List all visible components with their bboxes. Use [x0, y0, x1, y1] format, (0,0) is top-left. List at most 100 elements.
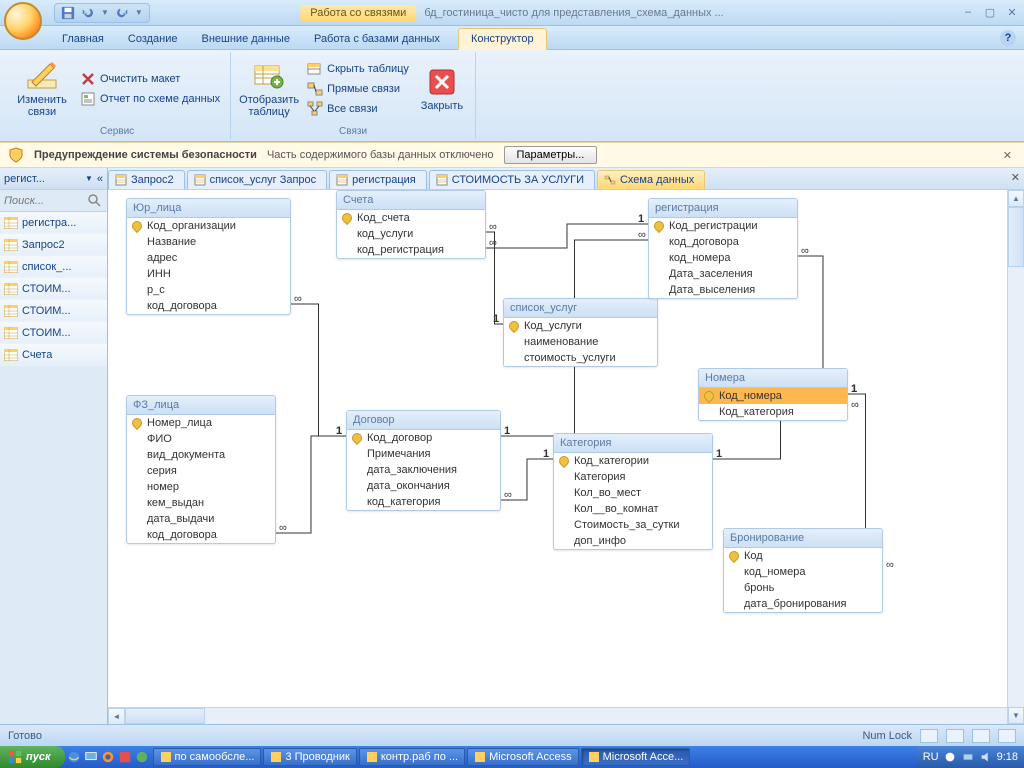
nav-item[interactable]: список_... — [0, 256, 107, 278]
table-field[interactable]: код_категория — [347, 494, 500, 510]
document-tab[interactable]: Запрос2 — [108, 170, 185, 189]
table-field[interactable]: дата_бронирования — [724, 596, 882, 612]
table-field[interactable]: дата_выдачи — [127, 511, 275, 527]
table-field[interactable]: Название — [127, 234, 290, 250]
table-field[interactable]: Кол_во_мест — [554, 485, 712, 501]
db-table[interactable]: список_услугКод_услугинаименованиестоимо… — [503, 298, 658, 367]
table-field[interactable]: Стоимость_за_сутки — [554, 517, 712, 533]
table-field[interactable]: наименование — [504, 334, 657, 350]
taskbar-button[interactable]: Microsoft Access — [467, 748, 579, 766]
table-field[interactable]: Код_категория — [699, 404, 847, 420]
nav-item[interactable]: СТОИМ... — [0, 322, 107, 344]
view-icon-3[interactable] — [972, 729, 990, 743]
language-indicator[interactable]: RU — [923, 751, 939, 763]
show-table-button[interactable]: Отобразить таблицу — [239, 54, 299, 124]
view-icon-1[interactable] — [920, 729, 938, 743]
document-tab[interactable]: регистрация — [329, 170, 427, 189]
nav-item[interactable]: регистра... — [0, 212, 107, 234]
taskbar-button[interactable]: контр.раб по ... — [359, 748, 465, 766]
nav-item[interactable]: СТОИМ... — [0, 278, 107, 300]
app-icon-2[interactable] — [135, 750, 149, 764]
clear-layout-button[interactable]: Очистить макет — [78, 70, 222, 88]
table-header[interactable]: Юр_лица — [127, 199, 290, 218]
table-field[interactable]: код_договора — [127, 298, 290, 314]
tab-design[interactable]: Конструктор — [458, 28, 547, 50]
table-field[interactable]: ФИО — [127, 431, 275, 447]
table-field[interactable]: Код_договор — [347, 430, 500, 446]
taskbar-button[interactable]: 3 Проводник — [263, 748, 356, 766]
table-field[interactable]: дата_окончания — [347, 478, 500, 494]
volume-icon[interactable] — [979, 750, 993, 764]
table-field[interactable]: кем_выдан — [127, 495, 275, 511]
search-icon[interactable] — [87, 193, 103, 209]
table-field[interactable]: стоимость_услуги — [504, 350, 657, 366]
edit-relationships-button[interactable]: Изменить связи — [12, 54, 72, 124]
table-field[interactable]: Примечания — [347, 446, 500, 462]
table-header[interactable]: регистрация — [649, 199, 797, 218]
db-table[interactable]: Юр_лицаКод_организацииНазваниеадресИННр_… — [126, 198, 291, 315]
office-button[interactable] — [4, 2, 42, 40]
close-icon[interactable]: ✕ — [1004, 6, 1020, 19]
table-field[interactable]: адрес — [127, 250, 290, 266]
security-options-button[interactable]: Параметры... — [504, 146, 598, 164]
db-table[interactable]: БронированиеКодкод_номераброньдата_брони… — [723, 528, 883, 613]
table-field[interactable]: код_номера — [649, 250, 797, 266]
table-field[interactable]: Номер_лица — [127, 415, 275, 431]
qat-dropdown-icon[interactable]: ▼ — [101, 8, 109, 17]
table-field[interactable]: Код_организации — [127, 218, 290, 234]
taskbar-button[interactable]: по самообсле... — [153, 748, 262, 766]
table-field[interactable]: код_услуги — [337, 226, 485, 242]
firefox-icon[interactable] — [101, 750, 115, 764]
relationships-canvas[interactable]: ∞1∞1∞1∞1∞1∞1∞1∞1∞1 Юр_лицаКод_организаци… — [108, 190, 1024, 724]
search-input[interactable] — [4, 195, 87, 207]
relationship-report-button[interactable]: Отчет по схеме данных — [78, 90, 222, 108]
redo-icon[interactable] — [115, 6, 129, 20]
save-icon[interactable] — [61, 6, 75, 20]
undo-icon[interactable] — [81, 6, 95, 20]
table-field[interactable]: Код_регистрации — [649, 218, 797, 234]
security-close-icon[interactable]: ✕ — [999, 149, 1016, 162]
tray-icon-2[interactable] — [961, 750, 975, 764]
document-tab[interactable]: Схема данных — [597, 170, 705, 189]
close-button[interactable]: Закрыть — [417, 54, 467, 124]
table-field[interactable]: Код_категории — [554, 453, 712, 469]
document-tab[interactable]: СТОИМОСТЬ ЗА УСЛУГИ — [429, 170, 595, 189]
table-field[interactable]: Кол__во_комнат — [554, 501, 712, 517]
tab-create[interactable]: Создание — [116, 29, 190, 49]
nav-header[interactable]: регист... ▼ « — [0, 168, 107, 190]
start-button[interactable]: пуск — [0, 746, 65, 768]
nav-collapse-icon[interactable]: « — [97, 173, 103, 185]
table-field[interactable]: серия — [127, 463, 275, 479]
view-icon-2[interactable] — [946, 729, 964, 743]
tab-close-icon[interactable]: ✕ — [1011, 171, 1020, 184]
table-field[interactable]: код_номера — [724, 564, 882, 580]
table-field[interactable]: бронь — [724, 580, 882, 596]
db-table[interactable]: СчетаКод_счетакод_услугикод_регистрация — [336, 190, 486, 259]
table-header[interactable]: Категория — [554, 434, 712, 453]
nav-item[interactable]: Запрос2 — [0, 234, 107, 256]
nav-item[interactable]: СТОИМ... — [0, 300, 107, 322]
qat-more-icon[interactable]: ▼ — [135, 8, 143, 17]
table-field[interactable]: дата_заключения — [347, 462, 500, 478]
table-field[interactable]: Код_счета — [337, 210, 485, 226]
all-relations-button[interactable]: Все связи — [305, 100, 411, 118]
table-header[interactable]: Договор — [347, 411, 500, 430]
table-header[interactable]: Бронирование — [724, 529, 882, 548]
desktop-icon[interactable] — [84, 750, 98, 764]
table-field[interactable]: номер — [127, 479, 275, 495]
table-header[interactable]: ФЗ_лица — [127, 396, 275, 415]
minimize-icon[interactable]: – — [960, 6, 976, 19]
db-table[interactable]: регистрацияКод_регистрациикод_договорако… — [648, 198, 798, 299]
hide-table-button[interactable]: Скрыть таблицу — [305, 60, 411, 78]
table-field[interactable]: код_договора — [649, 234, 797, 250]
db-table[interactable]: ФЗ_лицаНомер_лицаФИОвид_документасерияно… — [126, 395, 276, 544]
db-table[interactable]: ДоговорКод_договорПримечаниядата_заключе… — [346, 410, 501, 511]
table-field[interactable]: доп_инфо — [554, 533, 712, 549]
tab-dbtools[interactable]: Работа с базами данных — [302, 29, 452, 49]
table-field[interactable]: Категория — [554, 469, 712, 485]
table-field[interactable]: Дата_заселения — [649, 266, 797, 282]
table-field[interactable]: Код_услуги — [504, 318, 657, 334]
nav-item[interactable]: Счета — [0, 344, 107, 366]
document-tab[interactable]: список_услуг Запрос — [187, 170, 328, 189]
tab-home[interactable]: Главная — [50, 29, 116, 49]
